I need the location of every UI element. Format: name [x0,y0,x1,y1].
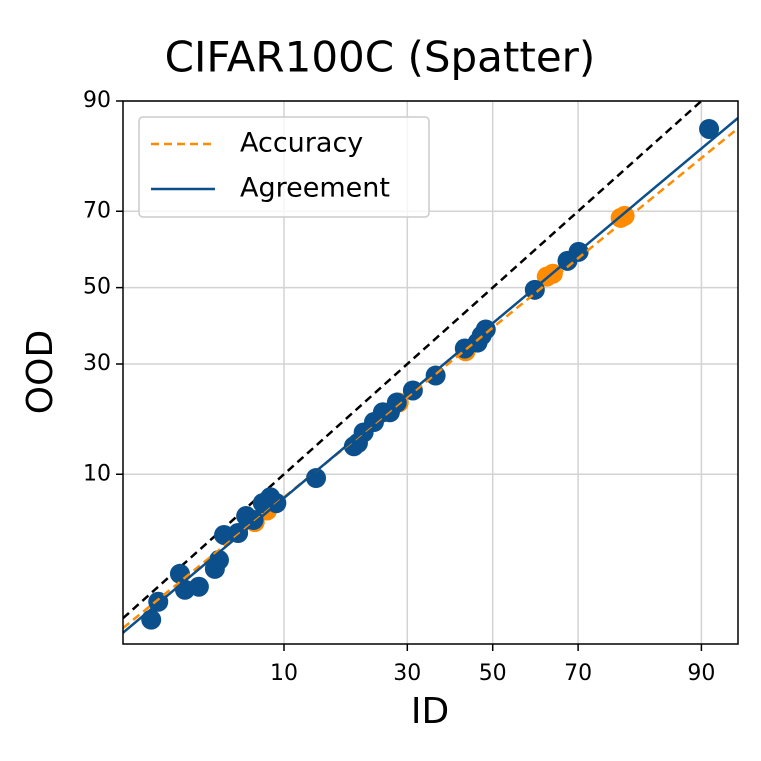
x-tick-label: 70 [564,661,592,686]
x-axis-label: ID [411,691,449,732]
plot-frame [122,100,739,645]
point [699,118,720,139]
point [306,468,327,489]
y-tick-label: 70 [83,198,111,223]
x-tick-label: 90 [687,661,715,686]
x-tick-label: 10 [270,661,298,686]
y-tick-label: 90 [83,88,111,113]
legend-box [138,116,430,218]
y-tick-label: 50 [83,275,111,300]
chart-title: CIFAR100C (Spatter) [165,33,596,82]
fit-line [123,127,738,630]
y-axis-label: OOD [20,330,61,414]
y-tick-label: 10 [83,461,111,486]
fit-line [123,117,738,634]
point [141,609,162,630]
y-tick-label: 30 [83,351,111,376]
x-tick-label: 50 [479,661,507,686]
x-tick-label: 30 [393,661,421,686]
legend-label: Accuracy [240,128,363,159]
legend-label: Agreement [240,173,390,204]
point [614,205,635,226]
point [188,576,209,597]
